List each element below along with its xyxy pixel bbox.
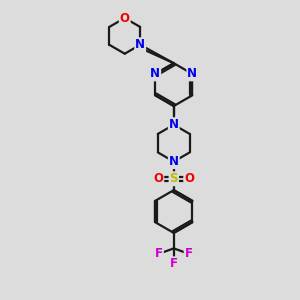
Text: F: F	[184, 247, 193, 260]
Text: N: N	[169, 118, 179, 131]
Text: F: F	[170, 257, 178, 270]
Text: F: F	[155, 247, 163, 260]
Text: O: O	[120, 11, 130, 25]
Text: N: N	[187, 68, 197, 80]
Text: O: O	[153, 172, 163, 185]
Text: S: S	[169, 172, 178, 185]
Text: N: N	[169, 155, 179, 168]
Text: N: N	[135, 38, 145, 51]
Text: N: N	[150, 68, 160, 80]
Text: O: O	[184, 172, 194, 185]
